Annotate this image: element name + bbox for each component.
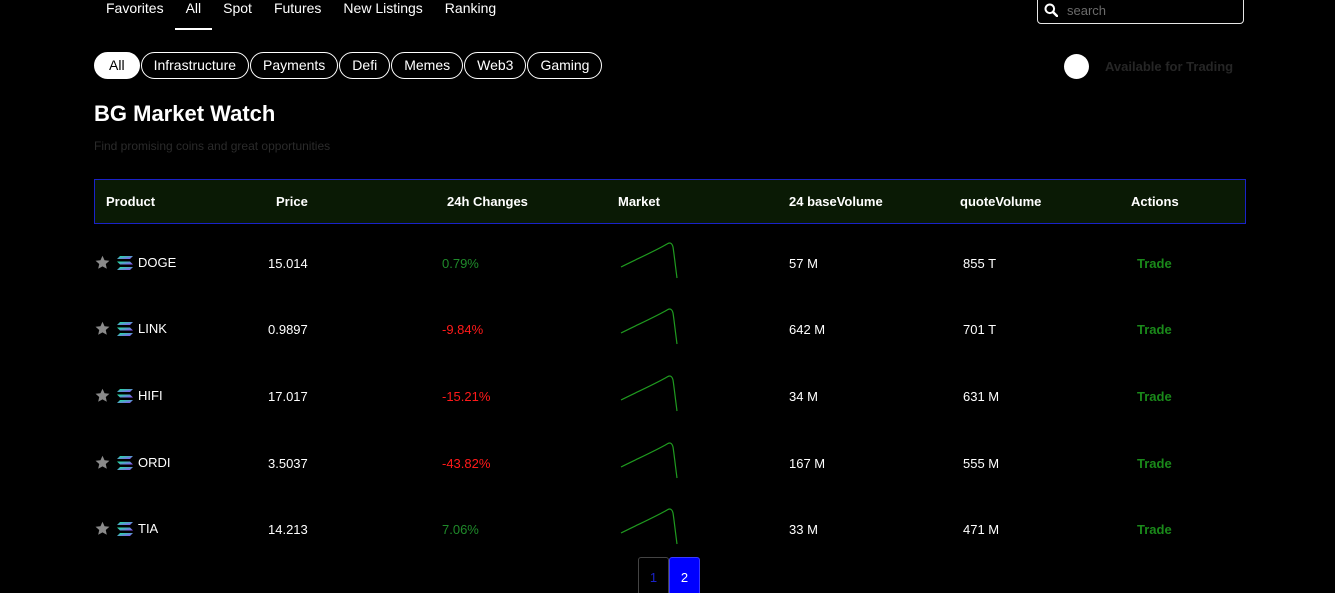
price-cell: 3.5037: [268, 456, 308, 471]
base-volume-cell: 57 M: [789, 256, 818, 271]
tab-spot[interactable]: Spot: [223, 0, 252, 16]
coin-icon: [117, 388, 133, 403]
change-cell: 0.79%: [442, 256, 479, 271]
page-title: BG Market Watch: [94, 101, 276, 126]
tab-futures[interactable]: Futures: [273, 0, 322, 16]
header-base-volume: 24 baseVolume: [789, 194, 883, 209]
market-sparkline: [620, 242, 678, 279]
product-cell: LINK: [94, 320, 167, 337]
change-cell: -15.21%: [442, 389, 491, 404]
available-toggle-label: Available for Trading: [1105, 59, 1234, 74]
change-cell: -43.82%: [442, 456, 491, 471]
price-cell: 15.014: [268, 256, 308, 271]
market-sparkline: [620, 375, 678, 412]
page-1-button[interactable]: 1: [638, 557, 669, 593]
quote-volume-cell: 471 M: [963, 522, 1000, 537]
trade-button[interactable]: Trade: [1137, 522, 1172, 537]
base-volume-cell: 34 M: [789, 389, 818, 404]
table-header: Product Price 24h Changes Market 24 base…: [94, 179, 1246, 224]
header-product: Product: [106, 194, 156, 209]
table-row: LINK 0.9897 -9.84% 642 M 701 T Trade: [94, 308, 1246, 350]
market-sparkline: [620, 442, 678, 479]
top-nav: Favorites All Spot Futures New Listings …: [94, 0, 507, 32]
star-icon[interactable]: [94, 254, 111, 271]
star-icon[interactable]: [94, 520, 111, 537]
coin-name: LINK: [138, 321, 167, 336]
star-icon[interactable]: [94, 387, 111, 404]
header-market: Market: [618, 194, 660, 209]
category-gaming[interactable]: Gaming: [527, 52, 603, 79]
table-row: HIFI 17.017 -15.21% 34 M 631 M Trade: [94, 375, 1246, 417]
table-row: ORDI 3.5037 -43.82% 167 M 555 M Trade: [94, 442, 1246, 484]
market-sparkline: [620, 508, 678, 545]
tab-ranking[interactable]: Ranking: [444, 0, 497, 16]
price-cell: 14.213: [268, 522, 308, 537]
coin-name: ORDI: [138, 455, 171, 470]
trade-button[interactable]: Trade: [1137, 322, 1172, 337]
coin-icon: [117, 521, 133, 536]
product-cell: TIA: [94, 520, 158, 537]
base-volume-cell: 33 M: [789, 522, 818, 537]
price-cell: 0.9897: [268, 322, 308, 337]
category-memes[interactable]: Memes: [391, 52, 464, 79]
page-2-button[interactable]: 2: [669, 557, 700, 593]
available-toggle: Available for Trading: [1064, 54, 1233, 79]
base-volume-cell: 167 M: [789, 456, 826, 471]
header-price: Price: [276, 194, 308, 209]
coin-name: TIA: [138, 521, 159, 536]
price-cell: 17.017: [268, 389, 308, 404]
header-actions: Actions: [1131, 194, 1179, 209]
product-cell: DOGE: [94, 254, 176, 271]
header-quote-volume: quoteVolume: [960, 194, 1042, 209]
tab-favorites[interactable]: Favorites: [106, 0, 164, 16]
category-web3[interactable]: Web3: [464, 52, 527, 79]
quote-volume-cell: 555 M: [963, 456, 1000, 471]
table-row: TIA 14.213 7.06% 33 M 471 M Trade: [94, 508, 1246, 550]
coin-name: DOGE: [138, 255, 177, 270]
header-24h-changes: 24h Changes: [447, 194, 528, 209]
product-cell: ORDI: [94, 454, 171, 471]
tab-new-listings[interactable]: New Listings: [343, 0, 423, 16]
coin-icon: [117, 321, 133, 336]
category-filter: All Infrastructure Payments Defi Memes W…: [94, 52, 603, 79]
category-all[interactable]: All: [94, 52, 140, 79]
product-cell: HIFI: [94, 387, 163, 404]
star-icon[interactable]: [94, 454, 111, 471]
trade-button[interactable]: Trade: [1137, 256, 1172, 271]
table-row: DOGE 15.014 0.79% 57 M 855 T Trade: [94, 242, 1246, 284]
change-cell: 7.06%: [442, 522, 479, 537]
search-box: [1037, 0, 1244, 24]
coin-icon: [117, 455, 133, 470]
trade-button[interactable]: Trade: [1137, 389, 1172, 404]
change-cell: -9.84%: [442, 322, 484, 337]
base-volume-cell: 642 M: [789, 322, 826, 337]
tab-all[interactable]: All: [174, 0, 213, 32]
pagination: 1 2: [638, 557, 700, 593]
search-input[interactable]: [1063, 2, 1243, 18]
quote-volume-cell: 631 M: [963, 389, 1000, 404]
trade-button[interactable]: Trade: [1137, 456, 1172, 471]
search-icon[interactable]: [1038, 3, 1063, 17]
quote-volume-cell: 701 T: [963, 322, 997, 337]
quote-volume-cell: 855 T: [963, 256, 997, 271]
page-subtitle: Find promising coins and great opportuni…: [94, 139, 331, 153]
category-defi[interactable]: Defi: [339, 52, 391, 79]
available-toggle-switch[interactable]: [1064, 54, 1089, 79]
category-payments[interactable]: Payments: [250, 52, 339, 79]
star-icon[interactable]: [94, 320, 111, 337]
coin-name: HIFI: [138, 388, 163, 403]
category-infrastructure[interactable]: Infrastructure: [140, 52, 250, 79]
market-sparkline: [620, 308, 678, 345]
coin-icon: [117, 255, 133, 270]
